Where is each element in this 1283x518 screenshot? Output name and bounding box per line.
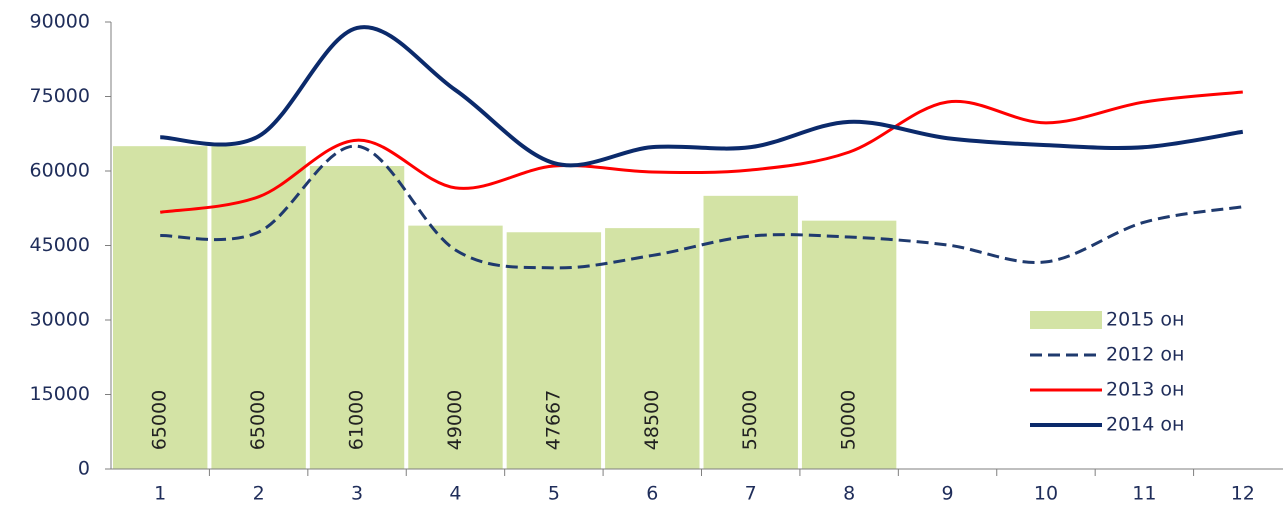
y-tick-label: 30000 (30, 309, 90, 331)
bar-value-label: 50000 (838, 390, 860, 450)
bar (703, 195, 798, 470)
bar-value-label: 48500 (641, 390, 663, 450)
x-tick-label: 3 (351, 483, 363, 505)
bar-value-label: 49000 (444, 390, 466, 450)
y-tick-label: 45000 (30, 234, 90, 256)
x-tick-label: 11 (1132, 483, 1156, 505)
x-tick-label: 12 (1231, 483, 1255, 505)
bar (113, 146, 208, 469)
x-tick-label: 1 (154, 483, 166, 505)
bar (211, 146, 306, 469)
y-tick-label: 0 (78, 458, 90, 480)
bar-value-label: 65000 (149, 390, 171, 450)
bar-value-label: 55000 (739, 390, 761, 450)
y-tick-label: 90000 (30, 11, 90, 33)
x-tick-label: 5 (548, 483, 560, 505)
bar (506, 232, 602, 469)
legend-swatch (1030, 311, 1102, 329)
y-tick-label: 60000 (30, 160, 90, 182)
bar (605, 228, 700, 469)
line-series (159, 90, 1243, 214)
line-series (160, 144, 1244, 270)
bar-value-label: 47667 (542, 390, 564, 450)
x-tick-label: 6 (646, 483, 658, 505)
y-tick-label: 15000 (30, 383, 90, 405)
legend-label: 2012 он (1106, 344, 1184, 366)
bar (309, 166, 405, 470)
x-tick-label: 10 (1034, 483, 1058, 505)
x-tick-label: 4 (449, 483, 461, 505)
x-tick-label: 2 (253, 483, 265, 505)
bar-value-label: 65000 (247, 390, 269, 450)
legend-label: 2015 он (1106, 309, 1184, 331)
bar (801, 220, 897, 469)
x-tick-label: 7 (745, 483, 757, 505)
y-tick-label: 75000 (30, 85, 90, 107)
bar-value-label: 61000 (346, 390, 368, 450)
legend-label: 2014 он (1106, 414, 1184, 436)
x-tick-label: 9 (941, 483, 953, 505)
legend-label: 2013 он (1106, 379, 1184, 401)
line-series (160, 25, 1244, 168)
x-tick-label: 8 (843, 483, 855, 505)
bar (408, 225, 503, 469)
